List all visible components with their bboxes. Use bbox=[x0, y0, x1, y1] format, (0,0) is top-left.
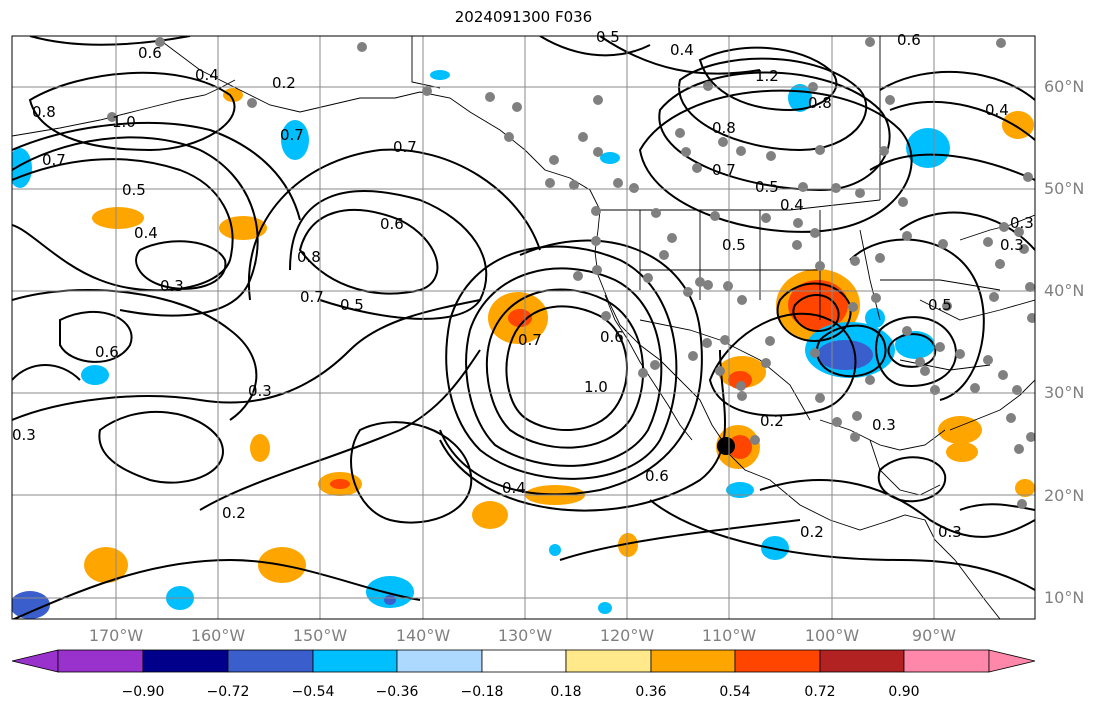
lat-label: 20°N bbox=[1044, 486, 1085, 505]
colorbar-tick-label: 0.36 bbox=[635, 684, 667, 700]
contour-label: 0.7 bbox=[300, 288, 324, 306]
colorbar-tick-label: −0.72 bbox=[206, 684, 250, 700]
contour-label: 0.7 bbox=[42, 151, 66, 169]
contour-label: 0.5 bbox=[122, 181, 146, 199]
contour-label: 0.6 bbox=[95, 343, 119, 361]
lon-label: 110°W bbox=[701, 626, 757, 645]
colorbar-tick-label: 0.90 bbox=[888, 684, 920, 700]
contour-label: 0.5 bbox=[755, 178, 779, 196]
contour-label: 1.0 bbox=[112, 113, 136, 131]
contour-label: 0.3 bbox=[248, 382, 272, 400]
colorbar-segment bbox=[312, 649, 398, 673]
contour-label: 0.3 bbox=[1000, 236, 1024, 254]
contour-label: 0.6 bbox=[600, 328, 624, 346]
lat-label: 40°N bbox=[1044, 281, 1085, 300]
contour-label: 0.5 bbox=[596, 28, 620, 46]
lon-label: 140°W bbox=[395, 626, 451, 645]
shading-layer bbox=[12, 70, 1035, 619]
colorbar-segment bbox=[11, 649, 59, 673]
contour-label: 0.2 bbox=[800, 523, 824, 541]
contour-label: 0.5 bbox=[340, 296, 364, 314]
colorbar-segment bbox=[903, 649, 990, 673]
contour-layer bbox=[12, 36, 1035, 619]
station-dot-layer bbox=[107, 37, 1035, 509]
colorbar-segment bbox=[396, 649, 483, 673]
contour-label: 0.5 bbox=[722, 236, 746, 254]
contour-label: 0.8 bbox=[712, 119, 736, 137]
contour-label: 0.2 bbox=[222, 504, 246, 522]
contour-label: 0.3 bbox=[872, 416, 896, 434]
contour-label: 0.2 bbox=[760, 412, 784, 430]
contour-label: 0.4 bbox=[195, 66, 219, 84]
contour-label: 0.6 bbox=[645, 467, 669, 485]
grid-layer bbox=[12, 36, 1035, 619]
lon-label: 130°W bbox=[497, 626, 553, 645]
contour-label: 0.7 bbox=[280, 126, 304, 144]
lon-label: 170°W bbox=[88, 626, 144, 645]
coastline-layer bbox=[12, 36, 1035, 619]
colorbar-tick-label: 0.72 bbox=[804, 684, 836, 700]
colorbar-tick-label: −0.36 bbox=[375, 684, 419, 700]
colorbar-segment bbox=[734, 649, 821, 673]
colorbar-tick-label: 0.54 bbox=[719, 684, 751, 700]
colorbar-segment bbox=[650, 649, 736, 673]
contour-label: 0.3 bbox=[1010, 214, 1034, 232]
contour-label: 0.4 bbox=[502, 479, 526, 497]
lat-label: 60°N bbox=[1044, 77, 1085, 96]
contour-label: 0.3 bbox=[160, 277, 184, 295]
contour-label: 1.2 bbox=[755, 67, 779, 85]
contour-label: 0.8 bbox=[808, 94, 832, 112]
contour-label: 0.6 bbox=[380, 215, 404, 233]
contour-label: 0.6 bbox=[897, 31, 921, 49]
contour-label: 0.4 bbox=[780, 196, 804, 214]
lon-label: 150°W bbox=[292, 626, 348, 645]
colorbar bbox=[11, 649, 1036, 673]
contour-label: 0.2 bbox=[272, 74, 296, 92]
lon-label: 90°W bbox=[911, 626, 957, 645]
map-content bbox=[12, 36, 1035, 619]
colorbar-segment bbox=[227, 649, 314, 673]
contour-label-layer: 0.8 1.0 0.7 0.5 0.4 0.3 0.6 0.8 0.7 0.5 … bbox=[12, 28, 1034, 541]
colorbar-tick-label: −0.90 bbox=[121, 684, 165, 700]
contour-label: 0.7 bbox=[712, 161, 736, 179]
map-frame bbox=[11, 35, 1036, 620]
colorbar-segment bbox=[57, 649, 144, 673]
colorbar-segment bbox=[819, 649, 905, 673]
colorbar-segment bbox=[481, 649, 567, 673]
lon-label: 160°W bbox=[190, 626, 246, 645]
contour-label: 0.4 bbox=[134, 224, 158, 242]
contour-label: 0.4 bbox=[670, 41, 694, 59]
contour-label: 0.6 bbox=[138, 44, 162, 62]
map-title: 2024091300 F036 bbox=[454, 8, 593, 26]
colorbar-tick-label: −0.18 bbox=[460, 684, 504, 700]
contour-label: 0.8 bbox=[297, 248, 321, 266]
lon-label: 100°W bbox=[804, 626, 860, 645]
contour-label: 0.5 bbox=[928, 296, 952, 314]
contour-label: 0.4 bbox=[985, 101, 1009, 119]
lat-label: 30°N bbox=[1044, 383, 1085, 402]
colorbar-segment bbox=[988, 649, 1036, 673]
colorbar-segment bbox=[565, 649, 652, 673]
contour-label: 0.7 bbox=[393, 138, 417, 156]
contour-label: 0.8 bbox=[32, 103, 56, 121]
lat-label: 10°N bbox=[1044, 588, 1085, 607]
contour-label: 1.0 bbox=[584, 378, 608, 396]
lat-label: 50°N bbox=[1044, 179, 1085, 198]
lon-label: 120°W bbox=[599, 626, 655, 645]
colorbar-tick-label: −0.54 bbox=[291, 684, 335, 700]
colorbar-tick-label: 0.18 bbox=[550, 684, 582, 700]
black-marker bbox=[717, 437, 735, 455]
contour-label: 0.3 bbox=[938, 523, 962, 541]
contour-label: 0.7 bbox=[518, 331, 542, 349]
colorbar-segment bbox=[142, 649, 229, 673]
contour-label: 0.3 bbox=[12, 426, 36, 444]
